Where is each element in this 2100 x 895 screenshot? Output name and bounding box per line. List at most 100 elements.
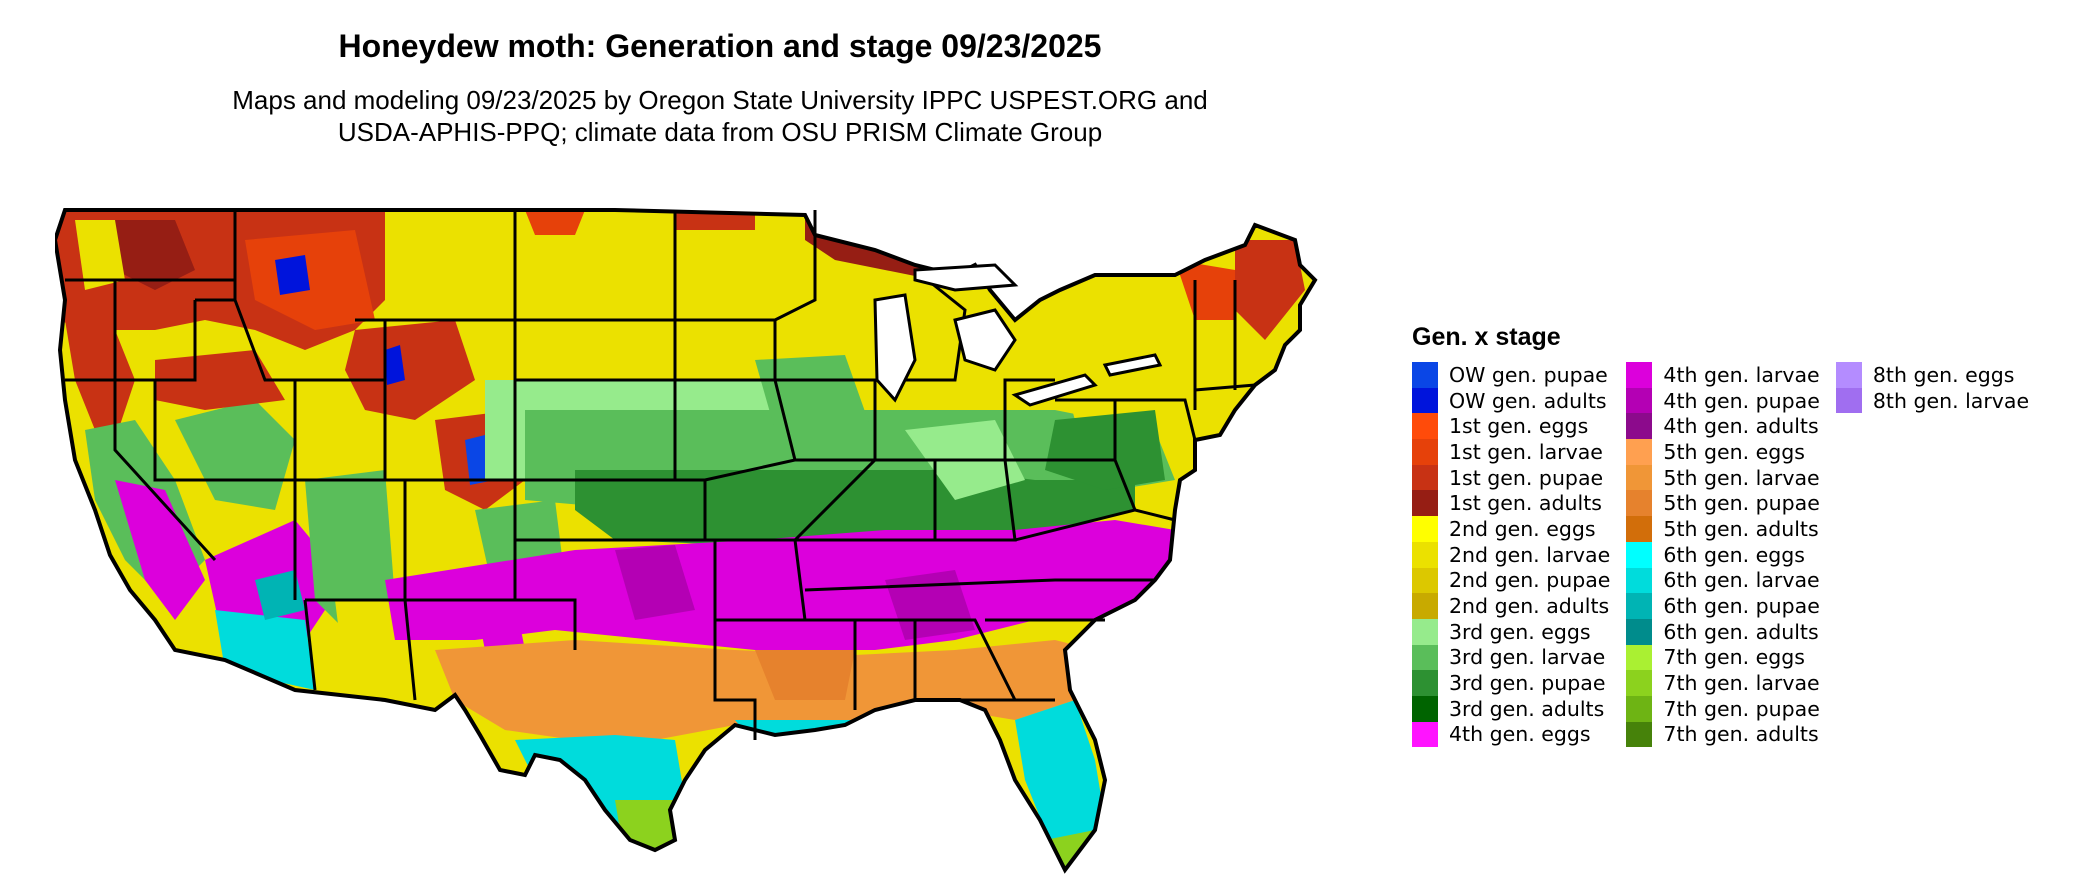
legend-label: 6th gen. adults <box>1663 619 1819 644</box>
legend-item: 2nd gen. adults <box>1412 593 1610 619</box>
legend-label: 8th gen. eggs <box>1872 362 2015 387</box>
legend-swatch <box>1626 618 1653 645</box>
legend-swatch <box>1626 695 1653 722</box>
legend-swatch <box>1626 644 1653 671</box>
legend-item: 1st gen. pupae <box>1412 464 1610 491</box>
legend-swatch <box>1626 541 1653 568</box>
legend-swatch <box>1835 362 1862 388</box>
legend-swatch <box>1412 439 1438 465</box>
legend-label: 2nd gen. pupae <box>1449 568 1611 593</box>
legend-item: 3rd gen. eggs <box>1412 618 1610 645</box>
legend-item: 7th gen. larvae <box>1626 670 1820 696</box>
legend-column: 8th gen. eggs 8th gen. larvae <box>1835 362 2030 747</box>
legend-swatch <box>1412 413 1438 440</box>
legend-label: 5th gen. eggs <box>1663 439 1805 464</box>
legend-item: 6th gen. larvae <box>1626 567 1820 594</box>
legend-item: 3rd gen. pupae <box>1412 670 1610 696</box>
legend-label: 4th gen. eggs <box>1449 722 1591 747</box>
legend-swatch <box>1626 670 1653 696</box>
legend-item: 1st gen. larvae <box>1412 439 1610 465</box>
legend-item: 3rd gen. adults <box>1412 695 1610 722</box>
legend-item: 8th gen. eggs <box>1835 362 2029 388</box>
legend-item: 6th gen. adults <box>1626 618 1819 645</box>
legend-item: OW gen. adults <box>1412 387 1610 414</box>
legend-item: 4th gen. eggs <box>1412 721 1610 748</box>
legend-swatch <box>1412 618 1438 645</box>
legend-label: OW gen. pupae <box>1449 362 1608 387</box>
legend-swatch <box>1412 644 1438 671</box>
legend-item: 2nd gen. larvae <box>1412 541 1611 568</box>
legend-item: 1st gen. eggs <box>1412 413 1610 440</box>
legend-item: 5th gen. pupae <box>1626 490 1820 517</box>
legend-swatch <box>1626 439 1653 465</box>
legend-label: 8th gen. larvae <box>1872 388 2030 413</box>
legend-swatch <box>1626 387 1653 414</box>
legend-label: 4th gen. larvae <box>1663 362 1820 387</box>
legend-label: 4th gen. pupae <box>1663 388 1820 413</box>
legend-item: 4th gen. larvae <box>1626 362 1820 388</box>
map-title: Honeydew moth: Generation and stage 09/2… <box>338 28 1102 64</box>
legend-label: 3rd gen. eggs <box>1449 619 1591 644</box>
legend-item: 7th gen. eggs <box>1626 644 1819 671</box>
legend-label: 7th gen. eggs <box>1663 645 1805 670</box>
us-generation-stage-map <box>55 180 1375 895</box>
legend: Gen. x stage OW gen. pupae OW gen. adults… <box>1412 323 2045 748</box>
legend-item: 3rd gen. larvae <box>1412 644 1610 671</box>
legend-item: OW gen. pupae <box>1412 362 1610 388</box>
legend-swatch <box>1626 721 1653 748</box>
legend-label: 7th gen. larvae <box>1663 671 1820 696</box>
legend-swatch <box>1626 593 1653 619</box>
legend-label: 1st gen. pupae <box>1449 465 1604 490</box>
legend-label: 5th gen. adults <box>1663 516 1819 541</box>
legend-label: 1st gen. larvae <box>1449 439 1603 464</box>
legend-swatch <box>1626 567 1653 594</box>
legend-swatch <box>1626 413 1653 440</box>
legend-swatch <box>1412 516 1438 542</box>
legend-label: 3rd gen. pupae <box>1449 671 1606 696</box>
legend-column: 4th gen. larvae 4th gen. pupae 4th gen. ad… <box>1626 362 1820 748</box>
legend-swatch <box>1626 516 1653 542</box>
legend-item: 7th gen. pupae <box>1626 695 1820 722</box>
legend-item: 7th gen. adults <box>1626 721 1819 748</box>
legend-label: 6th gen. pupae <box>1663 594 1820 619</box>
legend-swatch <box>1412 593 1438 619</box>
legend-swatch <box>1412 721 1438 748</box>
legend-swatch <box>1412 567 1438 594</box>
legend-item: 2nd gen. pupae <box>1412 567 1611 594</box>
legend-label: 1st gen. eggs <box>1449 414 1589 439</box>
legend-swatch <box>1626 464 1653 491</box>
legend-column: OW gen. pupae OW gen. adults 1st gen. eggs… <box>1412 362 1611 748</box>
legend-label: 3rd gen. larvae <box>1449 645 1606 670</box>
subtitle-line-1: Maps and modeling 09/23/2025 by Oregon S… <box>232 85 1208 115</box>
legend-item: 4th gen. pupae <box>1626 387 1820 414</box>
legend-label: 2nd gen. larvae <box>1449 542 1611 567</box>
legend-item: 1st gen. adults <box>1412 490 1610 517</box>
legend-item: 5th gen. adults <box>1626 516 1819 542</box>
legend-label: 2nd gen. eggs <box>1449 516 1596 541</box>
legend-label: OW gen. adults <box>1449 388 1607 413</box>
legend-label: 5th gen. pupae <box>1663 491 1820 516</box>
legend-swatch <box>1412 670 1438 696</box>
legend-label: 7th gen. adults <box>1663 722 1819 747</box>
legend-item: 8th gen. larvae <box>1835 387 2030 414</box>
subtitle-line-2: USDA-APHIS-PPQ; climate data from OSU PR… <box>337 117 1103 147</box>
legend-label: 4th gen. adults <box>1663 414 1819 439</box>
legend-label: 3rd gen. adults <box>1449 696 1605 721</box>
map-subtitle: Maps and modeling 09/23/2025 by Oregon S… <box>0 84 1440 148</box>
legend-label: 2nd gen. adults <box>1449 594 1610 619</box>
legend-label: 7th gen. pupae <box>1663 696 1820 721</box>
legend-label: 6th gen. larvae <box>1663 568 1820 593</box>
legend-item: 6th gen. pupae <box>1626 593 1820 619</box>
legend-label: 5th gen. larvae <box>1663 465 1820 490</box>
legend-swatch <box>1412 362 1438 388</box>
legend-swatch <box>1412 490 1438 517</box>
legend-item: 4th gen. adults <box>1626 413 1819 440</box>
legend-swatch <box>1412 695 1438 722</box>
legend-swatch <box>1412 464 1438 491</box>
legend-swatch <box>1626 490 1653 517</box>
legend-swatch <box>1412 541 1438 568</box>
legend-item: 6th gen. eggs <box>1626 541 1819 568</box>
legend-swatch <box>1412 387 1438 414</box>
legend-title: Gen. x stage <box>1412 323 1561 351</box>
legend-swatch <box>1626 362 1653 388</box>
